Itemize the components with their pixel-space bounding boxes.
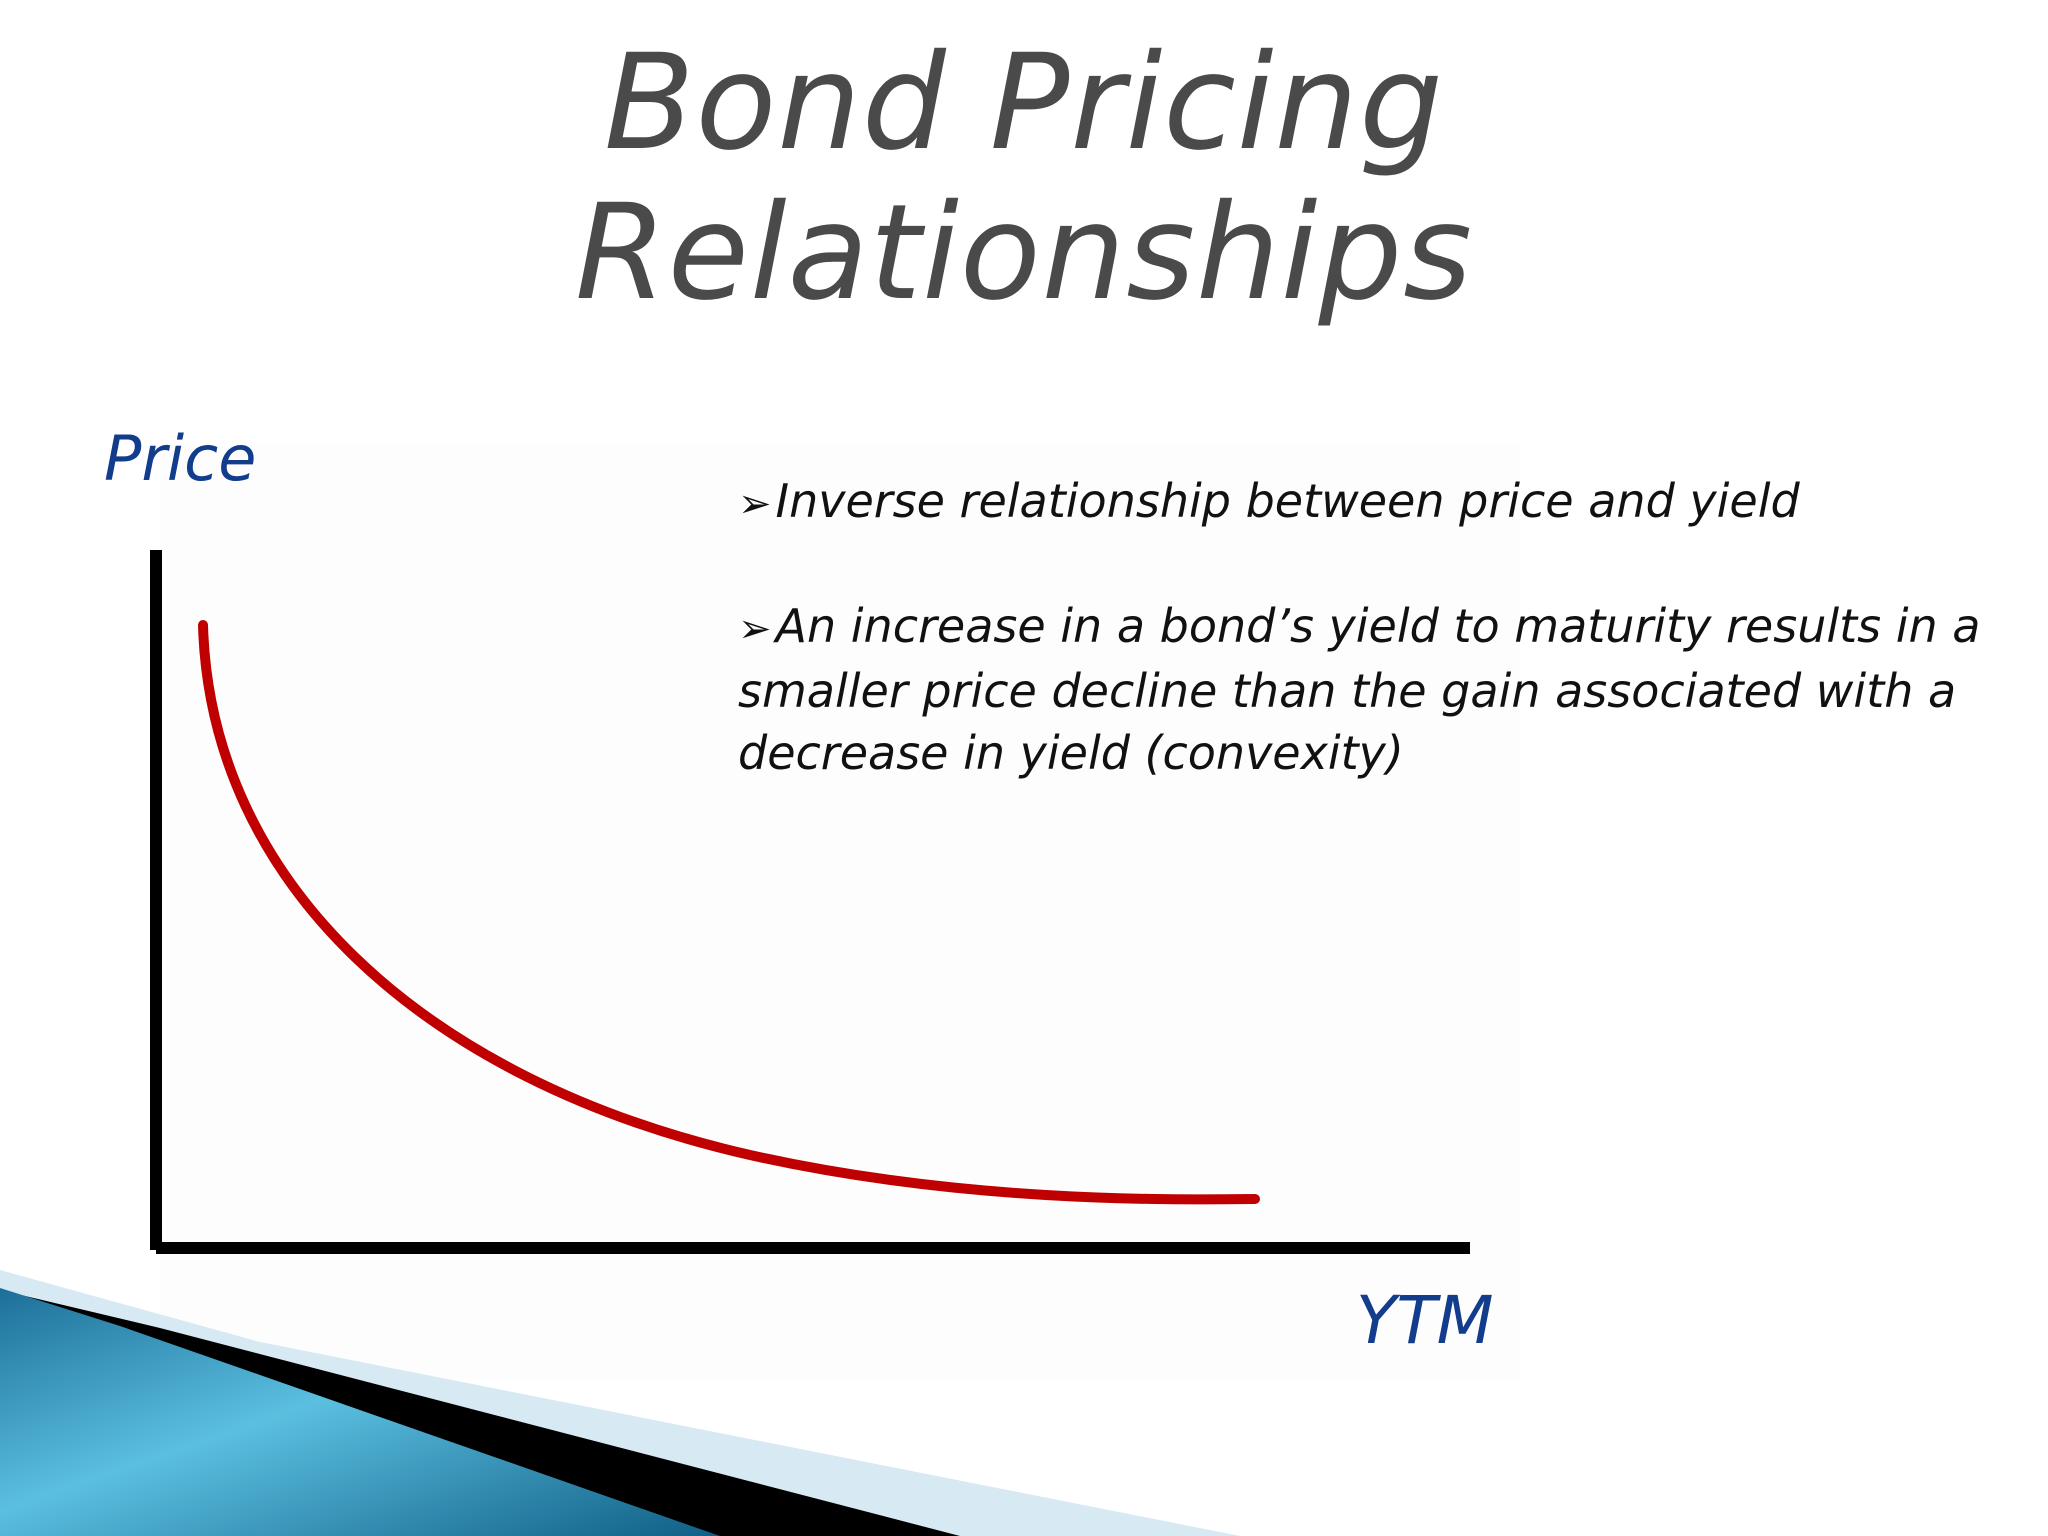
price-yield-curve — [198, 620, 1260, 1205]
decorative-swoosh — [0, 1270, 1240, 1536]
chart-panel — [160, 445, 1520, 1380]
arrow-bullet-icon: ➢ — [738, 606, 772, 652]
note-item: ➢An increase in a bond’s yield to maturi… — [738, 595, 1988, 784]
x-axis-label: YTM — [1356, 1282, 1494, 1359]
note-text: An increase in a bond’s yield to maturit… — [738, 599, 1981, 780]
note-item: ➢Inverse relationship between price and … — [738, 470, 1988, 535]
slide-title: Bond Pricing Relationships — [0, 28, 2048, 328]
notes: ➢Inverse relationship between price and … — [738, 470, 1988, 844]
y-axis-label: Price — [104, 422, 257, 495]
title-line-2: Relationships — [574, 176, 1473, 330]
arrow-bullet-icon: ➢ — [738, 481, 772, 527]
note-text: Inverse relationship between price and y… — [775, 474, 1800, 528]
title-line-1: Bond Pricing — [604, 26, 1444, 180]
